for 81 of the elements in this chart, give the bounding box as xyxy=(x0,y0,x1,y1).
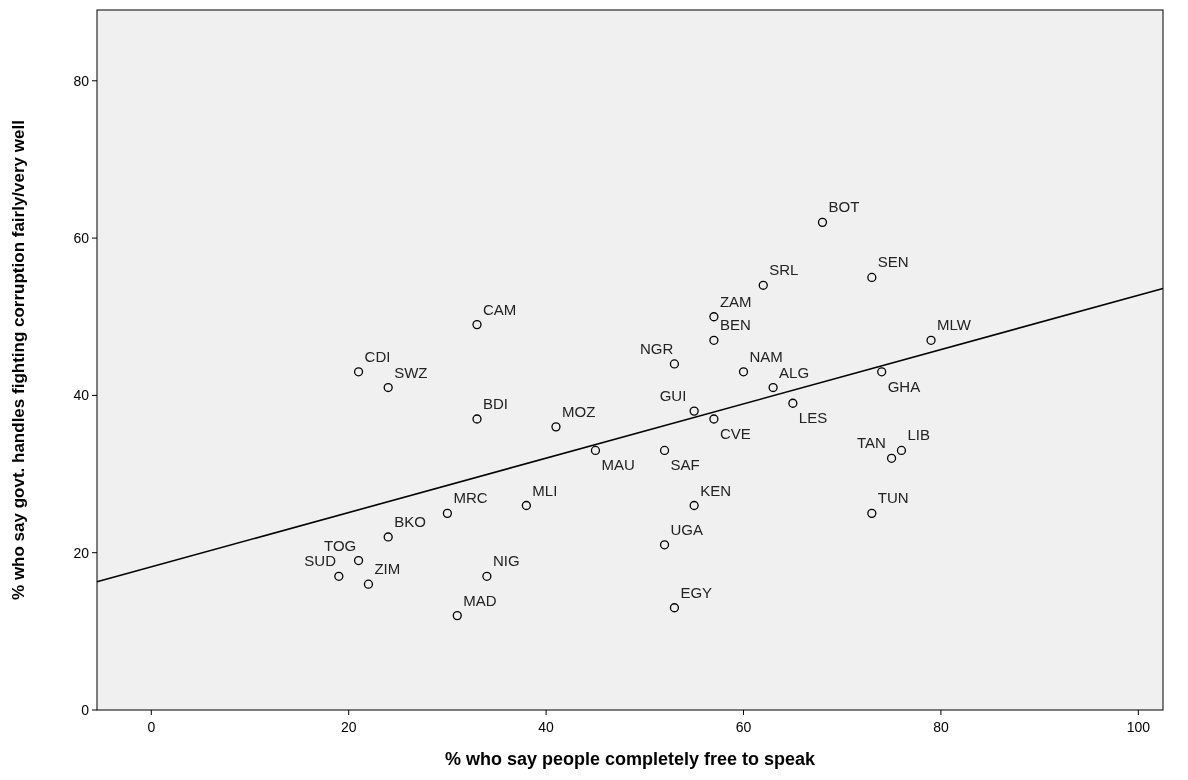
annotation: MOZ xyxy=(561,402,596,420)
annotation: CVE xyxy=(719,424,751,442)
annotation: MAU xyxy=(601,456,635,474)
x-tick-label: 60 xyxy=(735,719,752,735)
x-tick-label: 80 xyxy=(933,719,949,735)
annotation: SUD xyxy=(304,552,337,570)
point xyxy=(521,500,531,511)
annotation: UGA xyxy=(670,520,704,538)
point xyxy=(689,500,699,511)
point xyxy=(867,272,877,283)
annotation: MLW xyxy=(937,316,972,334)
point xyxy=(452,610,462,621)
point xyxy=(877,367,887,377)
x-tick-label: 20 xyxy=(340,719,357,735)
point xyxy=(363,579,374,589)
annotation: ZAM xyxy=(719,292,752,310)
point xyxy=(590,445,601,456)
point xyxy=(334,571,344,581)
annotation: MRC xyxy=(453,489,488,507)
annotation: GHA xyxy=(887,377,921,395)
annotation: CAM xyxy=(483,300,517,318)
y-tick-label: 40 xyxy=(73,387,90,404)
point xyxy=(659,540,670,550)
y-axis-title: % who say govt. handles fighting corruption fairly/very well xyxy=(9,120,28,600)
point xyxy=(709,335,719,345)
annotation: BDI xyxy=(483,394,509,412)
annotation: KEN xyxy=(700,481,731,499)
point xyxy=(551,422,561,432)
annotation: SEN xyxy=(877,253,909,271)
point xyxy=(709,312,719,322)
annotation: SWZ xyxy=(394,363,428,381)
x-tick-label: 0 xyxy=(147,719,156,735)
point xyxy=(768,382,778,393)
point xyxy=(442,508,453,518)
point xyxy=(482,571,492,581)
annotation: CDI xyxy=(364,347,391,365)
annotation: BKO xyxy=(394,512,426,530)
annotation: TUN xyxy=(877,489,909,507)
annotation: BEN xyxy=(719,316,751,334)
annotation: ZIM xyxy=(374,560,401,578)
point xyxy=(788,398,798,408)
x-tick-label: 100 xyxy=(1126,719,1151,735)
point xyxy=(353,367,364,377)
point xyxy=(817,217,828,227)
point xyxy=(896,445,907,456)
point xyxy=(867,508,877,518)
y-tick-label: 20 xyxy=(73,544,90,561)
point xyxy=(738,367,749,377)
point xyxy=(472,414,482,424)
annotation: SAF xyxy=(670,456,700,474)
point xyxy=(689,406,699,416)
point xyxy=(383,382,393,393)
annotation: NAM xyxy=(749,347,783,365)
point xyxy=(758,280,768,290)
point xyxy=(659,445,670,456)
annotation: MLI xyxy=(532,481,558,499)
point xyxy=(709,414,719,424)
y-tick-label: 60 xyxy=(73,230,90,247)
annotation: SRL xyxy=(769,261,799,279)
annotation: TAN xyxy=(857,434,886,452)
annotation: TOG xyxy=(324,536,357,554)
annotation: LIB xyxy=(907,426,930,444)
annotation: GUI xyxy=(659,387,687,405)
point xyxy=(383,532,393,542)
annotation: NGR xyxy=(639,339,674,357)
y-tick-label: 80 xyxy=(73,72,90,89)
annotation: BOT xyxy=(828,198,860,216)
point xyxy=(669,603,680,613)
x-tick-label: 40 xyxy=(538,719,555,735)
annotation: ALG xyxy=(779,363,810,381)
y-tick-label: 0 xyxy=(81,702,90,718)
point xyxy=(472,319,482,330)
point xyxy=(926,335,936,345)
point xyxy=(886,453,897,463)
point xyxy=(669,359,680,369)
point xyxy=(353,555,364,566)
x-axis-title: % who say people completely free to speak xyxy=(444,749,817,769)
annotation: NIG xyxy=(492,552,520,570)
annotation: LES xyxy=(798,409,828,427)
annotation: EGY xyxy=(680,583,713,601)
annotation: MAD xyxy=(463,591,497,609)
